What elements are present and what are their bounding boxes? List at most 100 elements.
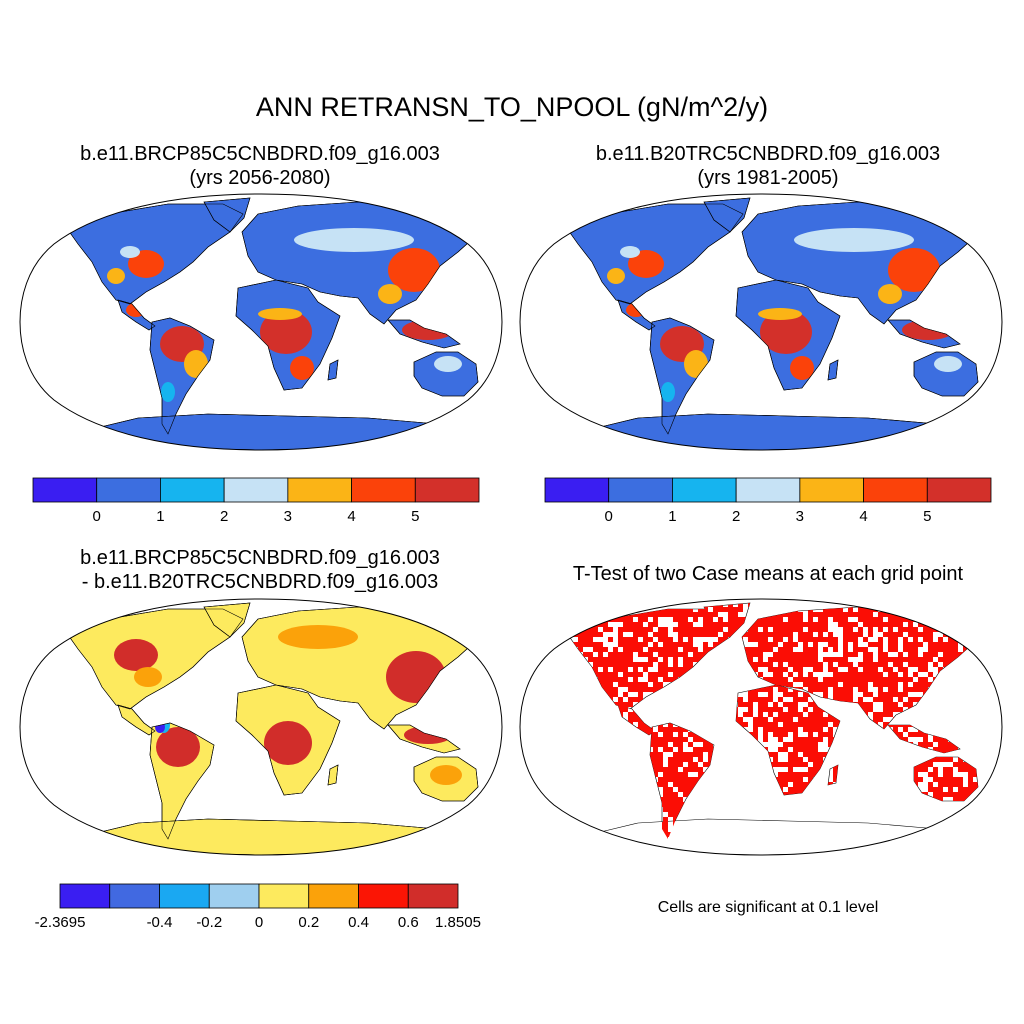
cb3-swatch-1 [109, 883, 160, 909]
cb2-swatch-2 [672, 477, 737, 503]
map1-region-5 [184, 350, 208, 378]
map1-region-0 [128, 250, 164, 278]
map3-globe-border [19, 598, 503, 856]
map3-antarctica [87, 818, 472, 855]
cb3-swatch-4 [258, 883, 310, 909]
map2-region-14 [934, 356, 962, 372]
map2-antarctica [587, 413, 972, 450]
map1-newZealand [483, 383, 493, 405]
panel2-title: b.e11.B20TRC5CNBDRD.f09_g16.003 (yrs 198… [518, 142, 1018, 190]
map2-region-12 [902, 320, 954, 340]
panel1-case-name: b.e11.BRCP85C5CNBDRD.f09_g16.003 [80, 143, 440, 165]
map1-antarctica [87, 413, 472, 450]
map2-region-9 [790, 356, 814, 380]
map4-antarctica [587, 818, 972, 855]
map2-newZealand [983, 383, 993, 405]
cb1-swatch-6 [414, 477, 480, 503]
map1-region-6 [161, 382, 175, 402]
cb2-tick-label: 1 [668, 508, 676, 525]
cb3-tick-label: -0.4 [147, 914, 173, 931]
panel4-title: T-Test of two Case means at each grid po… [518, 562, 1018, 586]
cb3-swatch-3 [208, 883, 260, 909]
panel1-years: (yrs 2056-2080) [189, 167, 331, 189]
map1-region-1 [120, 246, 140, 258]
map1-region-8 [258, 308, 302, 320]
cb2-tick-label: 2 [732, 508, 740, 525]
map1-region-14 [434, 356, 462, 372]
cb1-tick-label: 0 [93, 508, 101, 525]
map3-negative-region [155, 721, 165, 733]
map2-region-11 [878, 284, 902, 304]
cb2-swatch-4 [799, 477, 864, 503]
map2-region-0 [628, 250, 664, 278]
map3-region-1 [134, 667, 162, 687]
cb2-tick-label: 3 [796, 508, 804, 525]
map2-region-2 [607, 268, 625, 284]
map2-region-5 [684, 350, 708, 378]
panel3-case-b: - b.e11.B20TRC5CNBDRD.f09_g16.003 [81, 571, 439, 593]
cb2-swatch-6 [926, 477, 992, 503]
map3-newZealand [483, 788, 493, 810]
map2-region-8 [758, 308, 802, 320]
panel2-years: (yrs 1981-2005) [697, 167, 839, 189]
cb1-swatch-5 [351, 477, 416, 503]
map1-region-2 [107, 268, 125, 284]
map1-region-9 [290, 356, 314, 380]
colorbar-panel-2: 0 1 2 3 4 5 [544, 477, 992, 525]
cb3-swatch-2 [159, 883, 210, 909]
cb1-tick-label: 4 [347, 508, 355, 525]
panel1-title: b.e11.BRCP85C5CNBDRD.f09_g16.003 (yrs 20… [10, 142, 510, 190]
panel3-case-a: b.e11.BRCP85C5CNBDRD.f09_g16.003 [80, 547, 440, 569]
map4-globe-border [519, 598, 1003, 856]
cb3-tick-label: 0.2 [298, 914, 319, 931]
map-panel-2 [519, 193, 1003, 451]
colorbar-panel-3: -2.3695 -0.4 -0.2 0 0.2 0.4 0.6 1.8505 [35, 883, 481, 931]
map2-region-13 [794, 228, 914, 252]
cb2-swatch-0 [544, 477, 610, 503]
colorbar-panel-1: 0 1 2 3 4 5 [32, 477, 480, 525]
cb1-tick-label: 3 [284, 508, 292, 525]
map1-region-7 [260, 310, 312, 354]
map3-region-7 [404, 726, 452, 744]
map3-centralAmerica [117, 704, 156, 736]
map3-region-8 [430, 765, 462, 785]
map1-globe-border [19, 193, 503, 451]
cb1-swatch-4 [287, 477, 352, 503]
cb2-swatch-3 [735, 477, 801, 503]
map2-region-7 [760, 310, 812, 354]
significance-note: Cells are significant at 0.1 level [657, 899, 879, 916]
cb1-tick-label: 1 [156, 508, 164, 525]
map1-region-10 [388, 248, 440, 292]
cb3-swatch-6 [358, 883, 409, 909]
cb2-tick-label: 0 [605, 508, 613, 525]
map-panel-1 [19, 193, 503, 451]
map3-region-0 [114, 639, 158, 671]
map2-region-6 [661, 382, 675, 402]
cb1-tick-label: 2 [220, 508, 228, 525]
map1-region-11 [378, 284, 402, 304]
cb1-swatch-1 [96, 477, 161, 503]
map3-region-5 [386, 651, 446, 703]
map1-region-12 [402, 320, 454, 340]
cb1-tick-label: 5 [411, 508, 419, 525]
cb3-tick-label: 0.6 [398, 914, 419, 931]
cb3-swatch-0 [59, 883, 111, 909]
map4-newZealand [983, 788, 993, 810]
cb1-swatch-3 [223, 477, 289, 503]
cb3-swatch-7 [407, 883, 459, 909]
cb3-tick-label: -2.3695 [35, 914, 86, 931]
map2-region-1 [620, 246, 640, 258]
map1-region-3 [126, 303, 146, 317]
cb2-tick-label: 4 [859, 508, 867, 525]
cb1-swatch-0 [32, 477, 98, 503]
map1-region-13 [294, 228, 414, 252]
cb2-swatch-5 [863, 477, 928, 503]
map3-region-4 [264, 721, 312, 765]
cb2-tick-label: 5 [923, 508, 931, 525]
map2-globe-border [519, 193, 1003, 451]
panel4-ttest-title: T-Test of two Case means at each grid po… [572, 563, 964, 585]
map2-region-10 [888, 248, 940, 292]
panel2-case-name: b.e11.B20TRC5CNBDRD.f09_g16.003 [595, 143, 941, 165]
cb1-swatch-2 [160, 477, 225, 503]
cb3-tick-label: -0.2 [196, 914, 222, 931]
